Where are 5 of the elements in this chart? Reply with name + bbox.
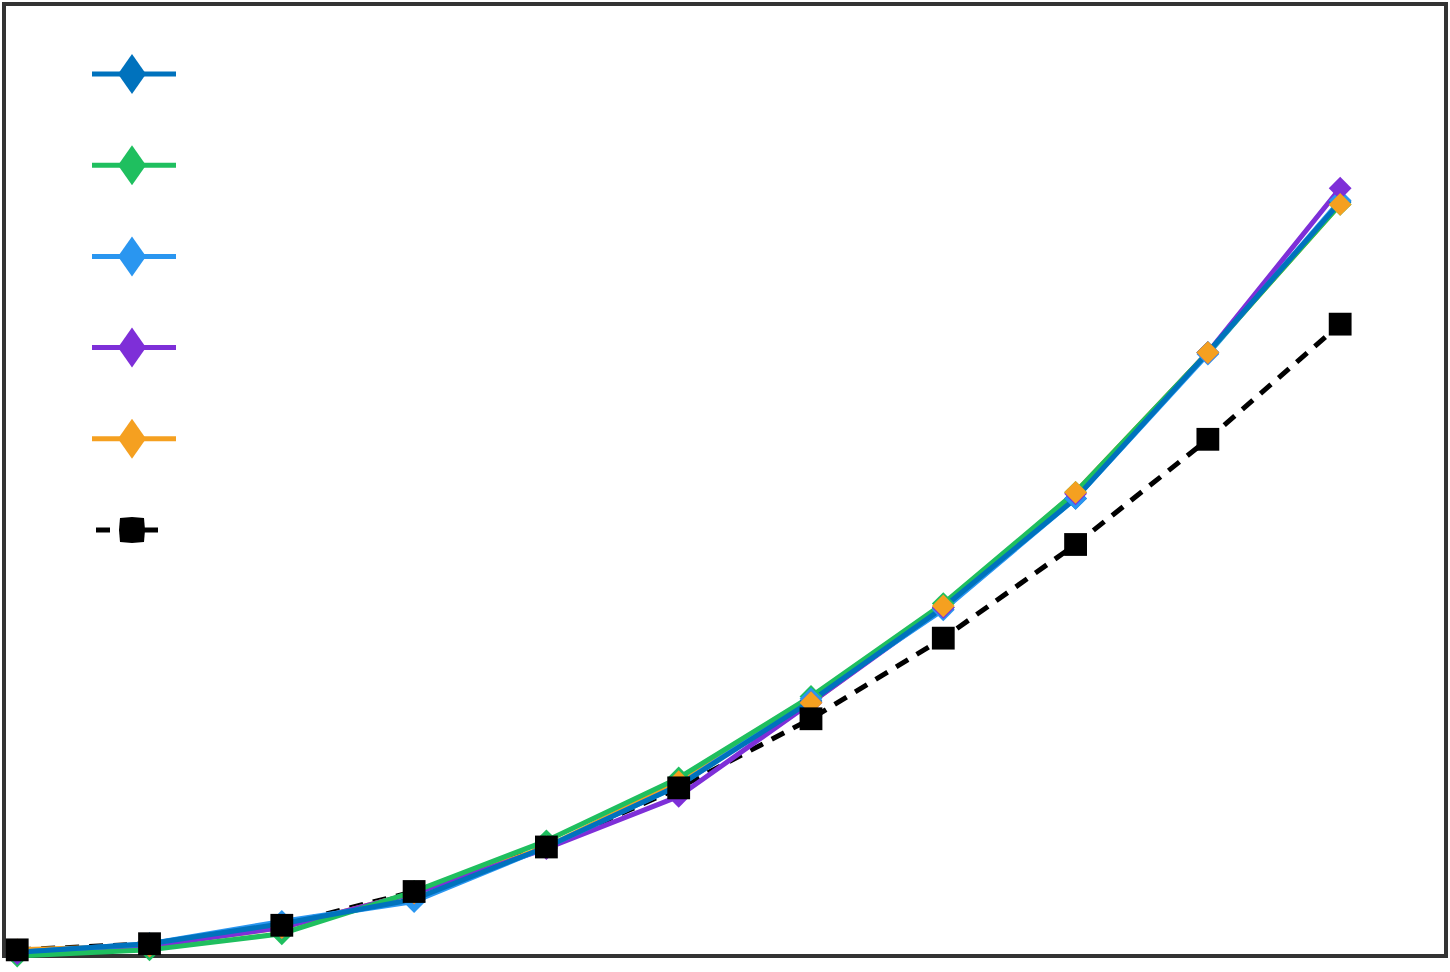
- point: [1328, 312, 1352, 336]
- point: [1064, 533, 1087, 556]
- point: [799, 707, 823, 731]
- point: [931, 626, 955, 650]
- point: [1196, 427, 1220, 451]
